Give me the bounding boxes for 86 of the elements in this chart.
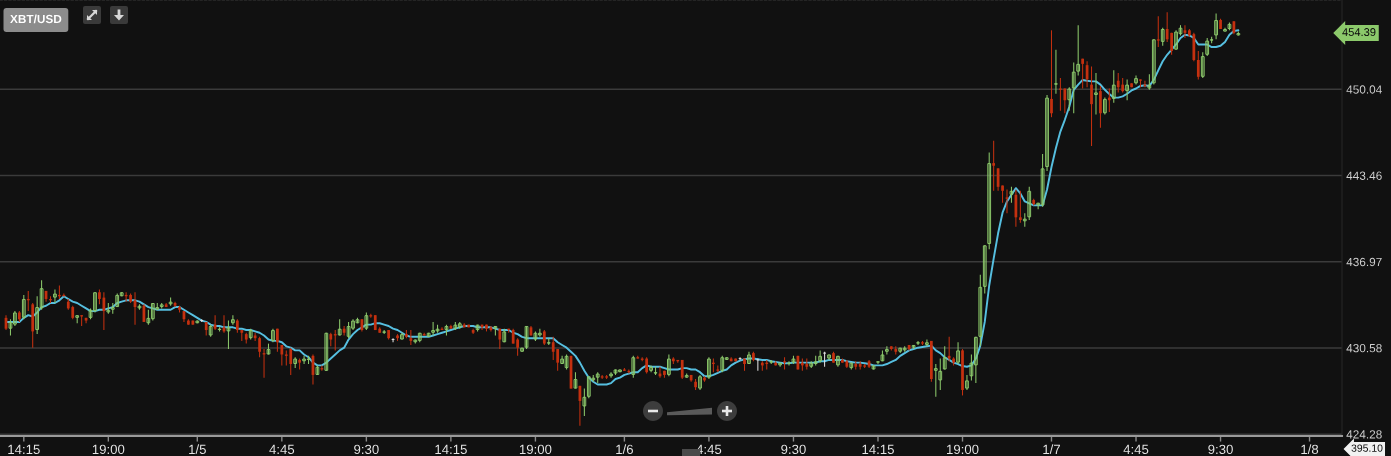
x-tick-label: 19:00 [947,444,979,455]
candlestick [1005,188,1009,214]
candlestick [1071,62,1076,114]
candlestick [885,345,889,355]
candlestick [1103,97,1107,116]
x-tick-label: 14:15 [435,444,467,455]
candlestick [53,289,57,304]
candlestick [1200,51,1205,79]
candlestick [226,320,231,350]
candlestick [947,336,951,362]
candlestick [1125,78,1129,101]
candlestick [1054,49,1058,95]
candlestick [938,358,943,391]
candlestick [1116,72,1120,93]
candlestick [942,345,947,370]
candlestick [258,336,261,358]
text: 395.10 [1351,444,1383,452]
y-tick-label: 424.28 [1346,430,1382,439]
x-tick-label: 14:15 [8,444,40,455]
candlestick [1156,15,1160,48]
candlestick [1196,50,1200,80]
candlestick [1094,72,1098,116]
candlestick [537,328,542,338]
candlestick [667,353,671,377]
candlestick [1160,27,1165,47]
candlestick [253,332,257,342]
candlestick [982,244,987,295]
x-tick-label: 14:15 [862,444,894,455]
candlestick [586,375,591,399]
text: 454.39 [1342,28,1376,36]
candlestick [756,358,760,372]
candlestick [1151,38,1156,86]
x-tick-label: 9:30 [1208,444,1233,455]
candlestick [1090,65,1093,147]
candlestick [400,332,404,341]
candlestick [818,349,823,364]
x-tick-label: 4:45 [269,444,295,455]
candlestick [698,374,702,391]
candlestick [1134,75,1138,86]
candlestick [1027,186,1032,221]
x-tick-label: 19:00 [519,444,552,455]
y-tick-label: 450.04 [1346,85,1382,94]
candlestick [21,294,26,320]
candlestick [520,347,524,353]
candlestick [231,314,235,326]
candlestick [1214,13,1218,40]
candlestick [836,355,840,368]
candlestick [992,140,996,192]
x-tick-label: 19:00 [92,444,125,455]
y-tick-label: 443.46 [1346,171,1382,180]
candlestick [987,152,992,250]
candlestick [707,356,711,380]
candlestick [1018,190,1022,224]
candlestick [631,355,636,379]
candlestick [933,363,938,398]
x-tick-label: 9:30 [354,444,379,455]
candlestick [551,336,555,361]
y-tick-label: 430.58 [1346,343,1382,353]
candlestick [916,340,920,346]
candlestick [582,388,587,417]
candlestick [271,328,275,343]
x-tick-label: 1/7 [1043,444,1060,455]
x-tick-label: 4:45 [1123,444,1149,455]
candlestick [1111,69,1116,104]
candlestick [925,339,929,347]
line-series [5,29,1240,386]
candlestick [524,325,529,350]
x-tick-label: 9:30 [781,444,806,455]
candlestick [324,332,329,372]
candlestick [1205,37,1210,57]
candlestick [289,347,293,376]
candlestick [1081,58,1085,90]
x-tick-label: 1/6 [616,444,633,455]
candlestick [747,351,751,365]
candlestick [1099,85,1102,129]
candlestick [973,336,978,384]
x-tick-label: 1/8 [1301,444,1319,455]
candlestick [649,364,653,373]
candlestick [978,274,983,347]
candlestick [409,329,413,346]
y-tick-label: 436.97 [1346,257,1382,267]
candlestick [1063,87,1067,114]
candlestick [956,341,960,365]
text: XBT/USD [10,14,62,24]
candlestick [1050,29,1053,118]
x-tick-label: 1/5 [189,444,206,455]
